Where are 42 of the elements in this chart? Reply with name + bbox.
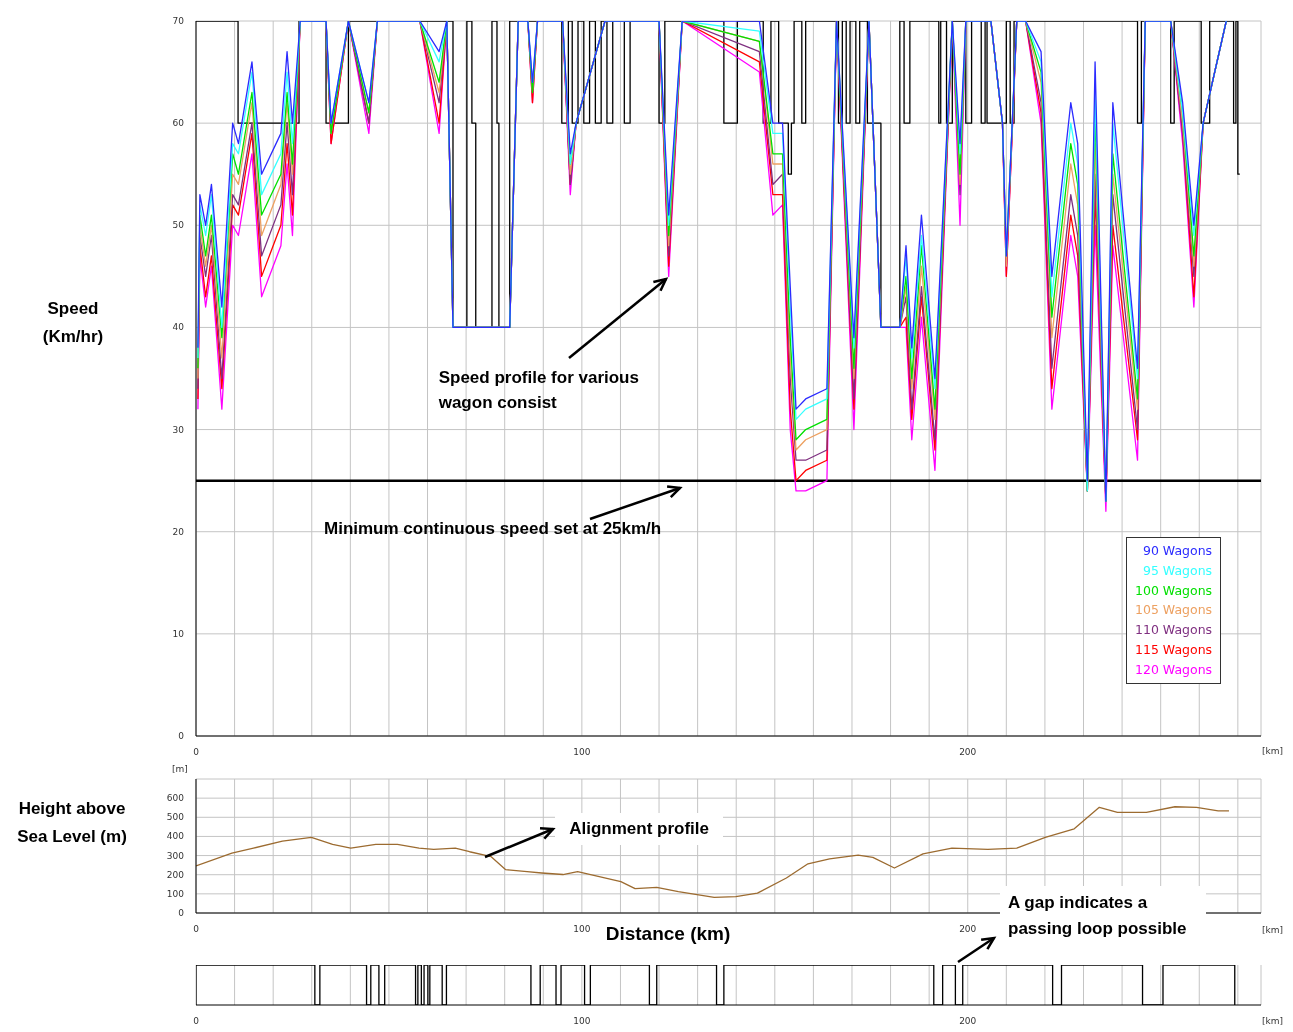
x-tick-label: 100 [573, 1016, 591, 1026]
y-tick-label: 10 [172, 628, 185, 639]
text: 90 Wagons [1141, 542, 1213, 560]
text: [km] [1262, 925, 1284, 935]
y-axis-title: Speed (Km/hr) [41, 298, 105, 348]
x-tick-label: 0 [193, 1016, 200, 1026]
y-tick-label: 70 [172, 16, 185, 26]
y-tick-label: 0 [178, 908, 185, 918]
y-tick-label: 50 [172, 220, 185, 231]
y-tick-label: 500 [166, 812, 185, 823]
y-tick-label: 40 [172, 322, 185, 333]
x-tick-label: 200 [959, 1016, 977, 1026]
ref-line-label: Minimum continuous speed set at 25km/h [323, 517, 663, 540]
x-tick-label: 200 [959, 924, 977, 934]
text: 115 Wagons [1135, 641, 1213, 659]
x-tick-label: 100 [573, 747, 591, 757]
y-tick-label: 300 [166, 850, 185, 861]
text: 100 Wagons [1135, 581, 1213, 600]
y-tick-label: 400 [166, 831, 185, 842]
annotation: A gap indicates a passing loop possible [1000, 886, 1206, 946]
annotation: Speed profile for various wagon consist [437, 367, 640, 415]
x-axis-title: Distance (km) [605, 923, 731, 944]
y-tick-label: 30 [172, 424, 185, 435]
y-tick-label: 20 [172, 526, 185, 537]
y-tick-label: 0 [178, 731, 185, 741]
x-tick-label: 200 [959, 747, 977, 757]
text: 105 Wagons [1135, 601, 1213, 620]
y-tick-label: 100 [166, 888, 185, 899]
x-axis-title: [km] [1262, 746, 1284, 756]
x-tick-label: 100 [573, 924, 591, 934]
text: 95 Wagons [1141, 561, 1213, 580]
text: 120 Wagons [1135, 660, 1213, 679]
y-axis-title: Height above Sea Level (m) [16, 798, 128, 848]
annotation: Alignment profile [555, 812, 723, 845]
x-tick-label: 0 [193, 924, 200, 934]
x-tick-label: 0 [193, 747, 200, 757]
y-tick-label: 60 [172, 118, 185, 129]
y-tick-label: 200 [166, 869, 185, 880]
text: 110 Wagons [1135, 621, 1213, 640]
text: [m] [172, 764, 188, 774]
x-axis-title: [km] [1262, 1016, 1284, 1026]
y-tick-label: 600 [166, 793, 185, 804]
